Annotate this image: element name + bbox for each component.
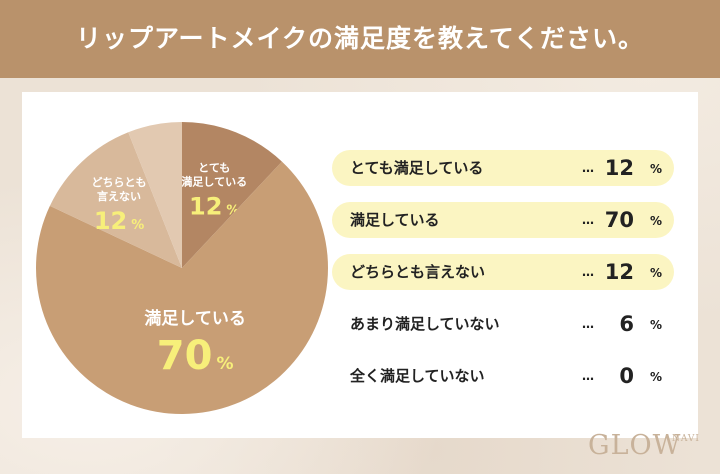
legend-dots: … — [582, 161, 595, 175]
pie-slice-2 — [35, 161, 329, 414]
legend-unit: % — [650, 318, 663, 332]
legend-value: 12 — [604, 260, 634, 284]
legend-dots: … — [582, 317, 595, 331]
legend-row: とても満足している … 12% — [332, 150, 674, 186]
legend-row: 満足している … 70% — [332, 202, 674, 238]
legend-value: 6 — [619, 312, 634, 336]
legend-row: 全く満足していない … 0% — [332, 358, 674, 394]
pie-slice-3 — [49, 132, 182, 268]
header-bar: リップアートメイクの満足度を教えてください。 — [0, 0, 720, 78]
legend-label: 全く満足していない — [350, 367, 485, 385]
pie-slice-4 — [128, 122, 182, 268]
legend-label: とても満足している — [350, 159, 484, 177]
pie-label-3-line-1: どちらとも — [92, 176, 147, 189]
pie-label-3-line-2: 言えない — [97, 189, 141, 203]
legend-row: どちらとも言えない … 12% — [332, 254, 674, 290]
legend-dots: … — [582, 369, 595, 383]
glow-navi-logo: GLOW NAVI — [588, 430, 716, 470]
legend-value: 0 — [619, 364, 634, 388]
page-title: リップアートメイクの満足度を教えてください。 — [75, 24, 644, 53]
legend-unit: % — [650, 214, 663, 228]
legend-label: 満足している — [350, 211, 440, 229]
pie-label-1-line-2: 満足している — [181, 175, 247, 189]
legend-dots: … — [582, 265, 595, 279]
legend-value: 70 — [604, 208, 634, 232]
logo-sub-text: NAVI — [672, 434, 700, 444]
legend-label: どちらとも言えない — [350, 263, 486, 281]
legend-label: あまり満足していない — [350, 315, 500, 333]
pie-slice-1 — [182, 122, 282, 268]
legend-unit: % — [650, 370, 663, 384]
pie-value-2: 70% — [157, 333, 234, 379]
legend-value: 12 — [604, 156, 634, 180]
legend-dots: … — [582, 213, 595, 227]
legend-unit: % — [650, 162, 663, 176]
pie-value-3: 12% — [94, 207, 144, 235]
pie-label-1-line-1: とても — [198, 162, 230, 175]
chart-card: とても 満足している 12% 満足している 70% どちらとも 言えない 12% とても満足し… — [22, 92, 698, 438]
legend-unit: % — [650, 266, 663, 280]
legend-row: あまり満足していない … 6% — [332, 306, 674, 342]
pie-value-1: 12% — [189, 193, 239, 221]
pie-label-2-line-1: 満足している — [144, 308, 246, 329]
logo-main-text: GLOW — [588, 430, 682, 461]
